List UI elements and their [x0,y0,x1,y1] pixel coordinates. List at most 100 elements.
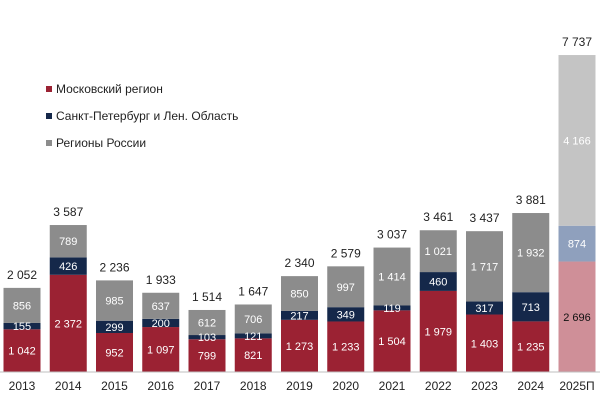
x-tick-label-2021: 2021 [379,379,406,393]
bar-segment-regions-2025П [558,55,596,226]
segment-label-regions-2013: 856 [13,300,31,312]
legend-swatch-spb [46,112,52,119]
segment-label-moscow-2018: 821 [244,350,262,362]
x-tick-label-2025П: 2025П [559,379,594,393]
segment-label-moscow-2017: 799 [198,351,216,363]
segment-label-spb-2015: 299 [105,322,123,334]
bar-segment-regions-2023 [466,231,503,302]
legend-swatch-regions [46,139,52,146]
segment-label-spb-2020: 349 [337,309,355,321]
segment-label-regions-2015: 985 [105,296,123,308]
bar-segment-spb-2021 [373,305,411,311]
x-tick-label-2014: 2014 [55,379,82,393]
x-tick-label-2018: 2018 [240,379,267,393]
legend-swatch-moscow [46,85,52,92]
total-label-2015: 2 236 [99,260,129,274]
total-label-2022: 3 461 [423,210,453,224]
segment-label-regions-2025П: 4 166 [563,135,591,147]
segment-label-spb-2025П: 874 [568,239,586,251]
bar-segment-regions-2024 [512,213,550,293]
bar-segment-spb-2022 [419,272,457,291]
total-label-2013: 2 052 [7,268,37,282]
bar-segment-moscow-2020 [327,321,365,372]
segment-label-moscow-2013: 1 042 [8,346,36,358]
segment-label-moscow-2022: 1 979 [424,326,452,338]
segment-label-regions-2021: 1 414 [378,272,406,284]
bar-segment-spb-2014 [49,257,87,275]
segment-label-moscow-2021: 1 504 [378,336,406,348]
segment-label-regions-2018: 706 [244,314,262,326]
segment-label-spb-2017: 103 [198,332,216,344]
bar-segment-regions-2018 [234,304,272,334]
bar-segment-regions-2020 [327,266,365,308]
x-tick-label-2022: 2022 [425,379,452,393]
bar-segment-spb-2025П [558,225,596,262]
total-label-2020: 2 579 [331,246,361,260]
bar-segment-regions-2015 [96,280,133,321]
legend-item-regions: Регионы России [46,129,238,156]
total-label-2017: 1 514 [192,290,222,304]
segment-label-spb-2019: 217 [290,310,308,322]
bar-segment-moscow-2013 [3,329,41,372]
segment-label-regions-2023: 1 717 [471,261,499,273]
segment-label-spb-2014: 426 [59,261,77,273]
bar-segment-moscow-2024 [512,321,550,372]
segment-label-spb-2016: 200 [152,318,170,330]
total-label-2016: 1 933 [146,273,176,287]
segment-label-regions-2022: 1 021 [424,246,452,258]
x-tick-labels-layer: 2013 2014 2015 2016 2017 2018 2019 2020 2021 2022… [9,379,595,393]
total-label-2018: 1 647 [238,284,268,298]
total-labels-layer: 2 052 3 587 2 236 1 933 1 514 1 647 2 340 2 579… [7,35,592,304]
bar-segment-regions-2013 [3,287,41,323]
bar-segment-spb-2013 [3,322,41,330]
segment-label-regions-2014: 789 [59,236,77,248]
bar-segment-moscow-2023 [466,314,503,372]
bars-layer [3,55,596,372]
legend: Московский регион Санкт-Петербург и Лен.… [46,75,238,156]
bar-segment-moscow-2014 [49,274,87,372]
segment-label-regions-2019: 850 [290,289,308,301]
segment-label-regions-2020: 997 [337,282,355,294]
bar-segment-spb-2015 [96,320,133,333]
bar-segment-moscow-2016 [142,327,180,372]
segment-label-regions-2016: 637 [152,301,170,313]
bar-segment-spb-2024 [512,292,550,322]
legend-label-spb: Санкт-Петербург и Лен. Область [56,108,239,123]
segment-label-moscow-2025П: 2 696 [563,312,591,324]
x-tick-label-2023: 2023 [471,379,498,393]
segment-label-regions-2017: 612 [198,318,216,330]
total-label-2021: 3 037 [377,228,407,242]
bar-segment-regions-2016 [142,292,180,319]
bar-segment-moscow-2015 [96,332,133,372]
bar-segment-spb-2018 [234,333,272,339]
bar-segment-moscow-2022 [419,290,457,372]
segment-label-moscow-2023: 1 403 [471,338,499,350]
bar-segment-spb-2020 [327,307,365,322]
segment-label-moscow-2024: 1 235 [517,342,545,354]
bar-segment-regions-2017 [188,309,226,336]
x-tick-label-2016: 2016 [147,379,174,393]
x-tick-label-2013: 2013 [9,379,36,393]
segment-label-spb-2021: 119 [383,303,401,315]
bar-segment-regions-2021 [373,247,411,306]
bar-segment-regions-2019 [281,276,318,311]
total-label-2014: 3 587 [53,205,83,219]
x-tick-label-2024: 2024 [517,379,544,393]
bar-segment-moscow-2021 [373,310,411,372]
bar-segment-moscow-2018 [234,338,272,372]
total-label-2024: 3 881 [516,193,546,207]
bar-segment-moscow-2025П [558,261,596,372]
bar-segment-spb-2023 [466,301,503,315]
bar-segment-spb-2019 [281,310,318,320]
bar-segment-regions-2022 [419,230,457,273]
bar-segment-regions-2014 [49,225,87,258]
x-tick-label-2015: 2015 [101,379,128,393]
total-label-2025П: 7 737 [562,35,592,49]
segment-label-regions-2024: 1 932 [517,248,545,260]
segment-label-spb-2023: 317 [475,303,493,315]
segment-label-moscow-2015: 952 [105,348,123,360]
legend-label-moscow: Московский регион [56,81,163,96]
bar-segment-moscow-2019 [281,319,318,372]
bar-segment-spb-2017 [188,335,226,340]
